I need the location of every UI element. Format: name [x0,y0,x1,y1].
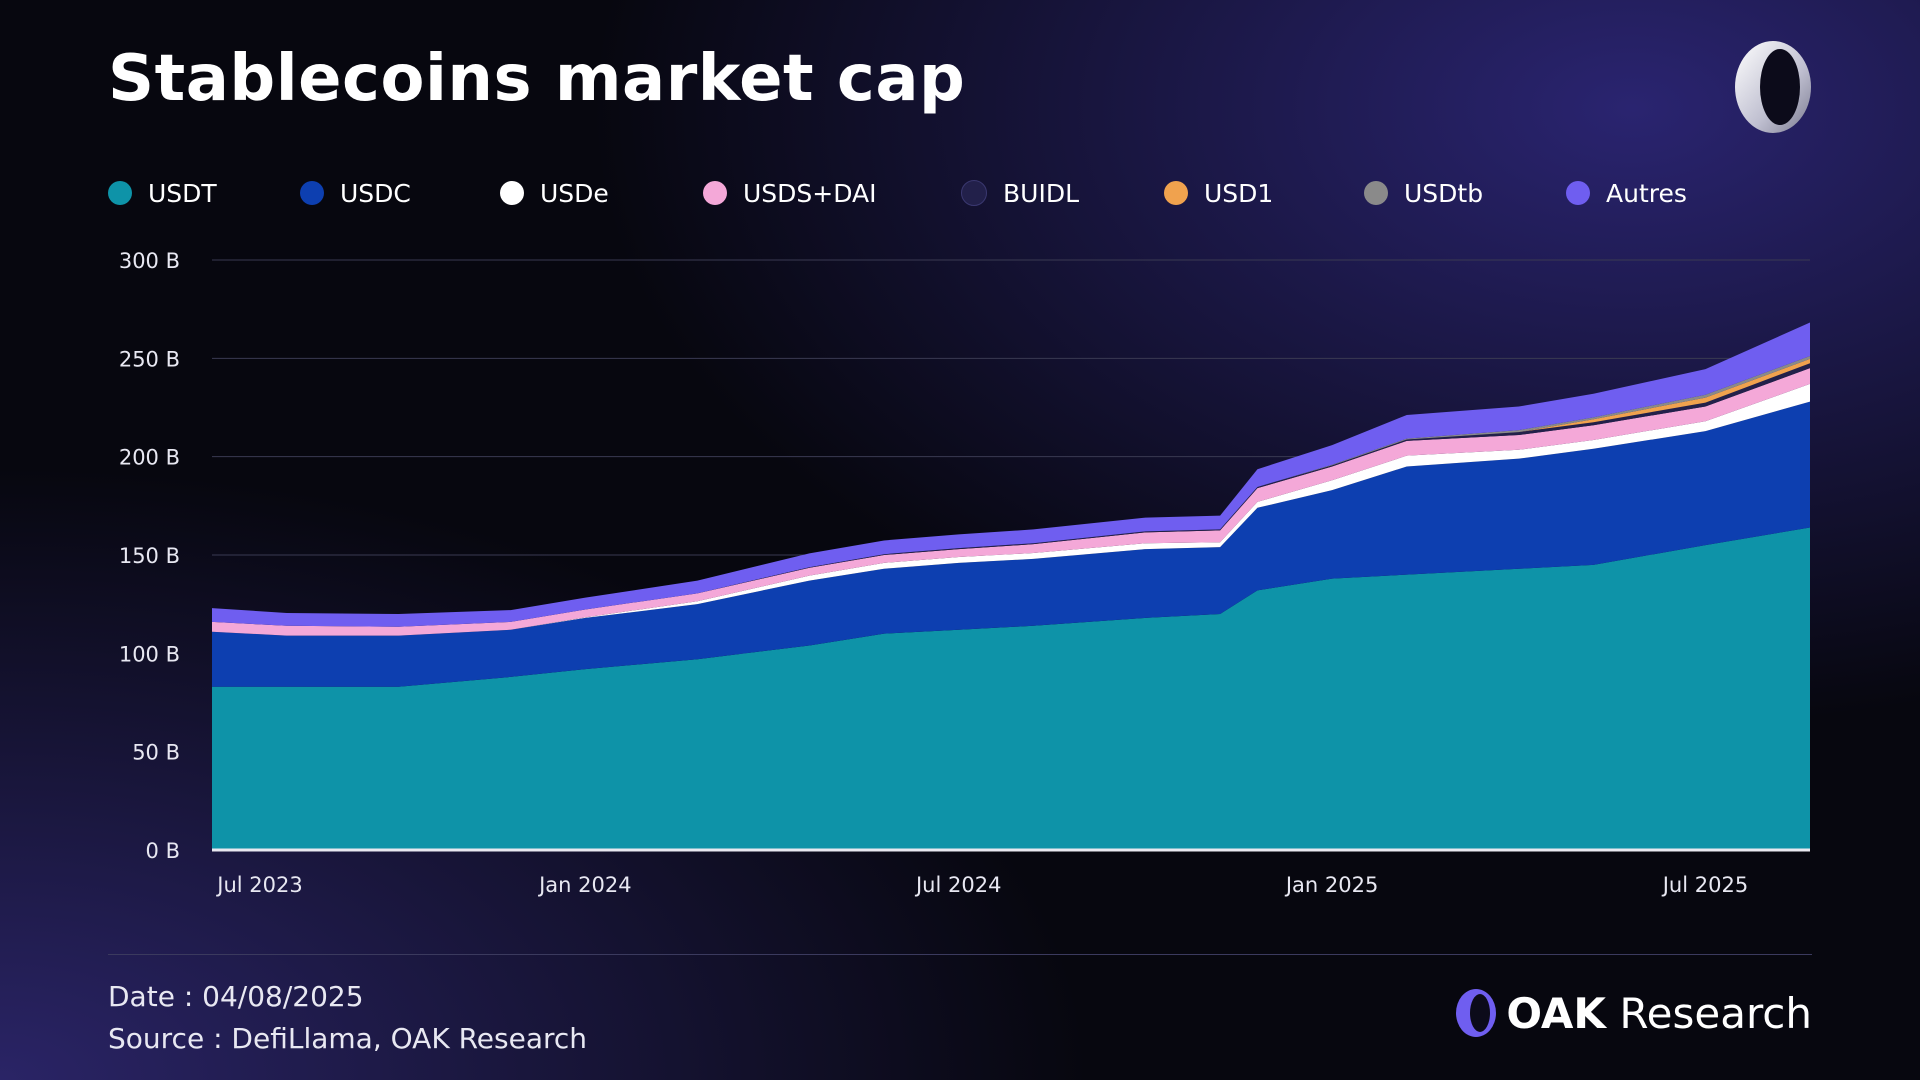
series-area-usdt [212,527,1810,850]
source-label: Source : [108,1022,223,1055]
legend-swatch [1164,181,1188,205]
oak-brand-icon [1456,989,1497,1037]
legend-label: USDe [540,178,609,208]
legend-item-usd1: USD1 [1164,176,1273,210]
legend-item-buidl: BUIDL [961,176,1079,210]
legend-item-usde: USDe [500,176,609,210]
legend-label: USDS+DAI [743,178,877,208]
date-value: 04/08/2025 [202,980,364,1013]
legend-swatch [1566,181,1590,205]
legend-item-usdtb: USDtb [1364,176,1483,210]
brand-rest: Research [1619,988,1812,1038]
x-tick-label: Jul 2023 [215,873,302,897]
source-line: Source : DefiLlama, OAK Research [108,1022,587,1055]
series-area-usdc [212,401,1810,687]
legend-label: USDT [148,178,217,208]
brand-name: OAK Research [1506,989,1812,1038]
legend-item-usdt: USDT [108,176,217,210]
chart-title: Stablecoins market cap [108,42,966,116]
y-tick-label: 100 B [119,642,180,666]
legend-swatch [500,181,524,205]
legend-label: USD1 [1204,178,1274,208]
legend-item-autres: Autres [1566,176,1687,210]
legend-swatch [300,181,324,205]
y-tick-label: 50 B [132,741,180,765]
y-tick-label: 150 B [119,544,180,568]
x-tick-label: Jan 2024 [537,873,632,897]
x-tick-label: Jan 2025 [1284,873,1379,897]
oak-logo-icon [1735,41,1811,133]
legend-swatch [961,180,987,206]
legend-label: USDC [340,178,411,208]
x-tick-label: Jul 2024 [914,873,1001,897]
brand-bold: OAK [1506,988,1606,1038]
legend-label: Autres [1606,178,1687,208]
brand: OAK Research [1454,988,1812,1038]
footer-divider [108,954,1812,955]
legend-item-usds-dai: USDS+DAI [703,176,877,210]
y-tick-label: 300 B [119,249,180,273]
legend-item-usdc: USDC [300,176,411,210]
y-tick-label: 0 B [146,839,180,863]
legend-swatch [1364,181,1388,205]
date-line: Date : 04/08/2025 [108,980,364,1013]
stacked-area-chart: 0 B 50 B 100 B 150 B 200 B 250 B 300 B Jul 2023… [119,249,1810,897]
legend-swatch [703,181,727,205]
y-tick-label: 250 B [119,347,180,371]
x-tick-label: Jul 2025 [1661,873,1748,897]
legend-label: BUIDL [1003,178,1080,208]
y-tick-label: 200 B [119,446,180,470]
legend-label: USDtb [1404,178,1484,208]
date-label: Date : [108,980,194,1013]
chart-legend: USDT USDC USDe USDS+DAI BUIDL USD1 USDtb Autres [108,176,1808,210]
legend-swatch [108,181,132,205]
source-value: DefiLlama, OAK Research [231,1022,588,1055]
